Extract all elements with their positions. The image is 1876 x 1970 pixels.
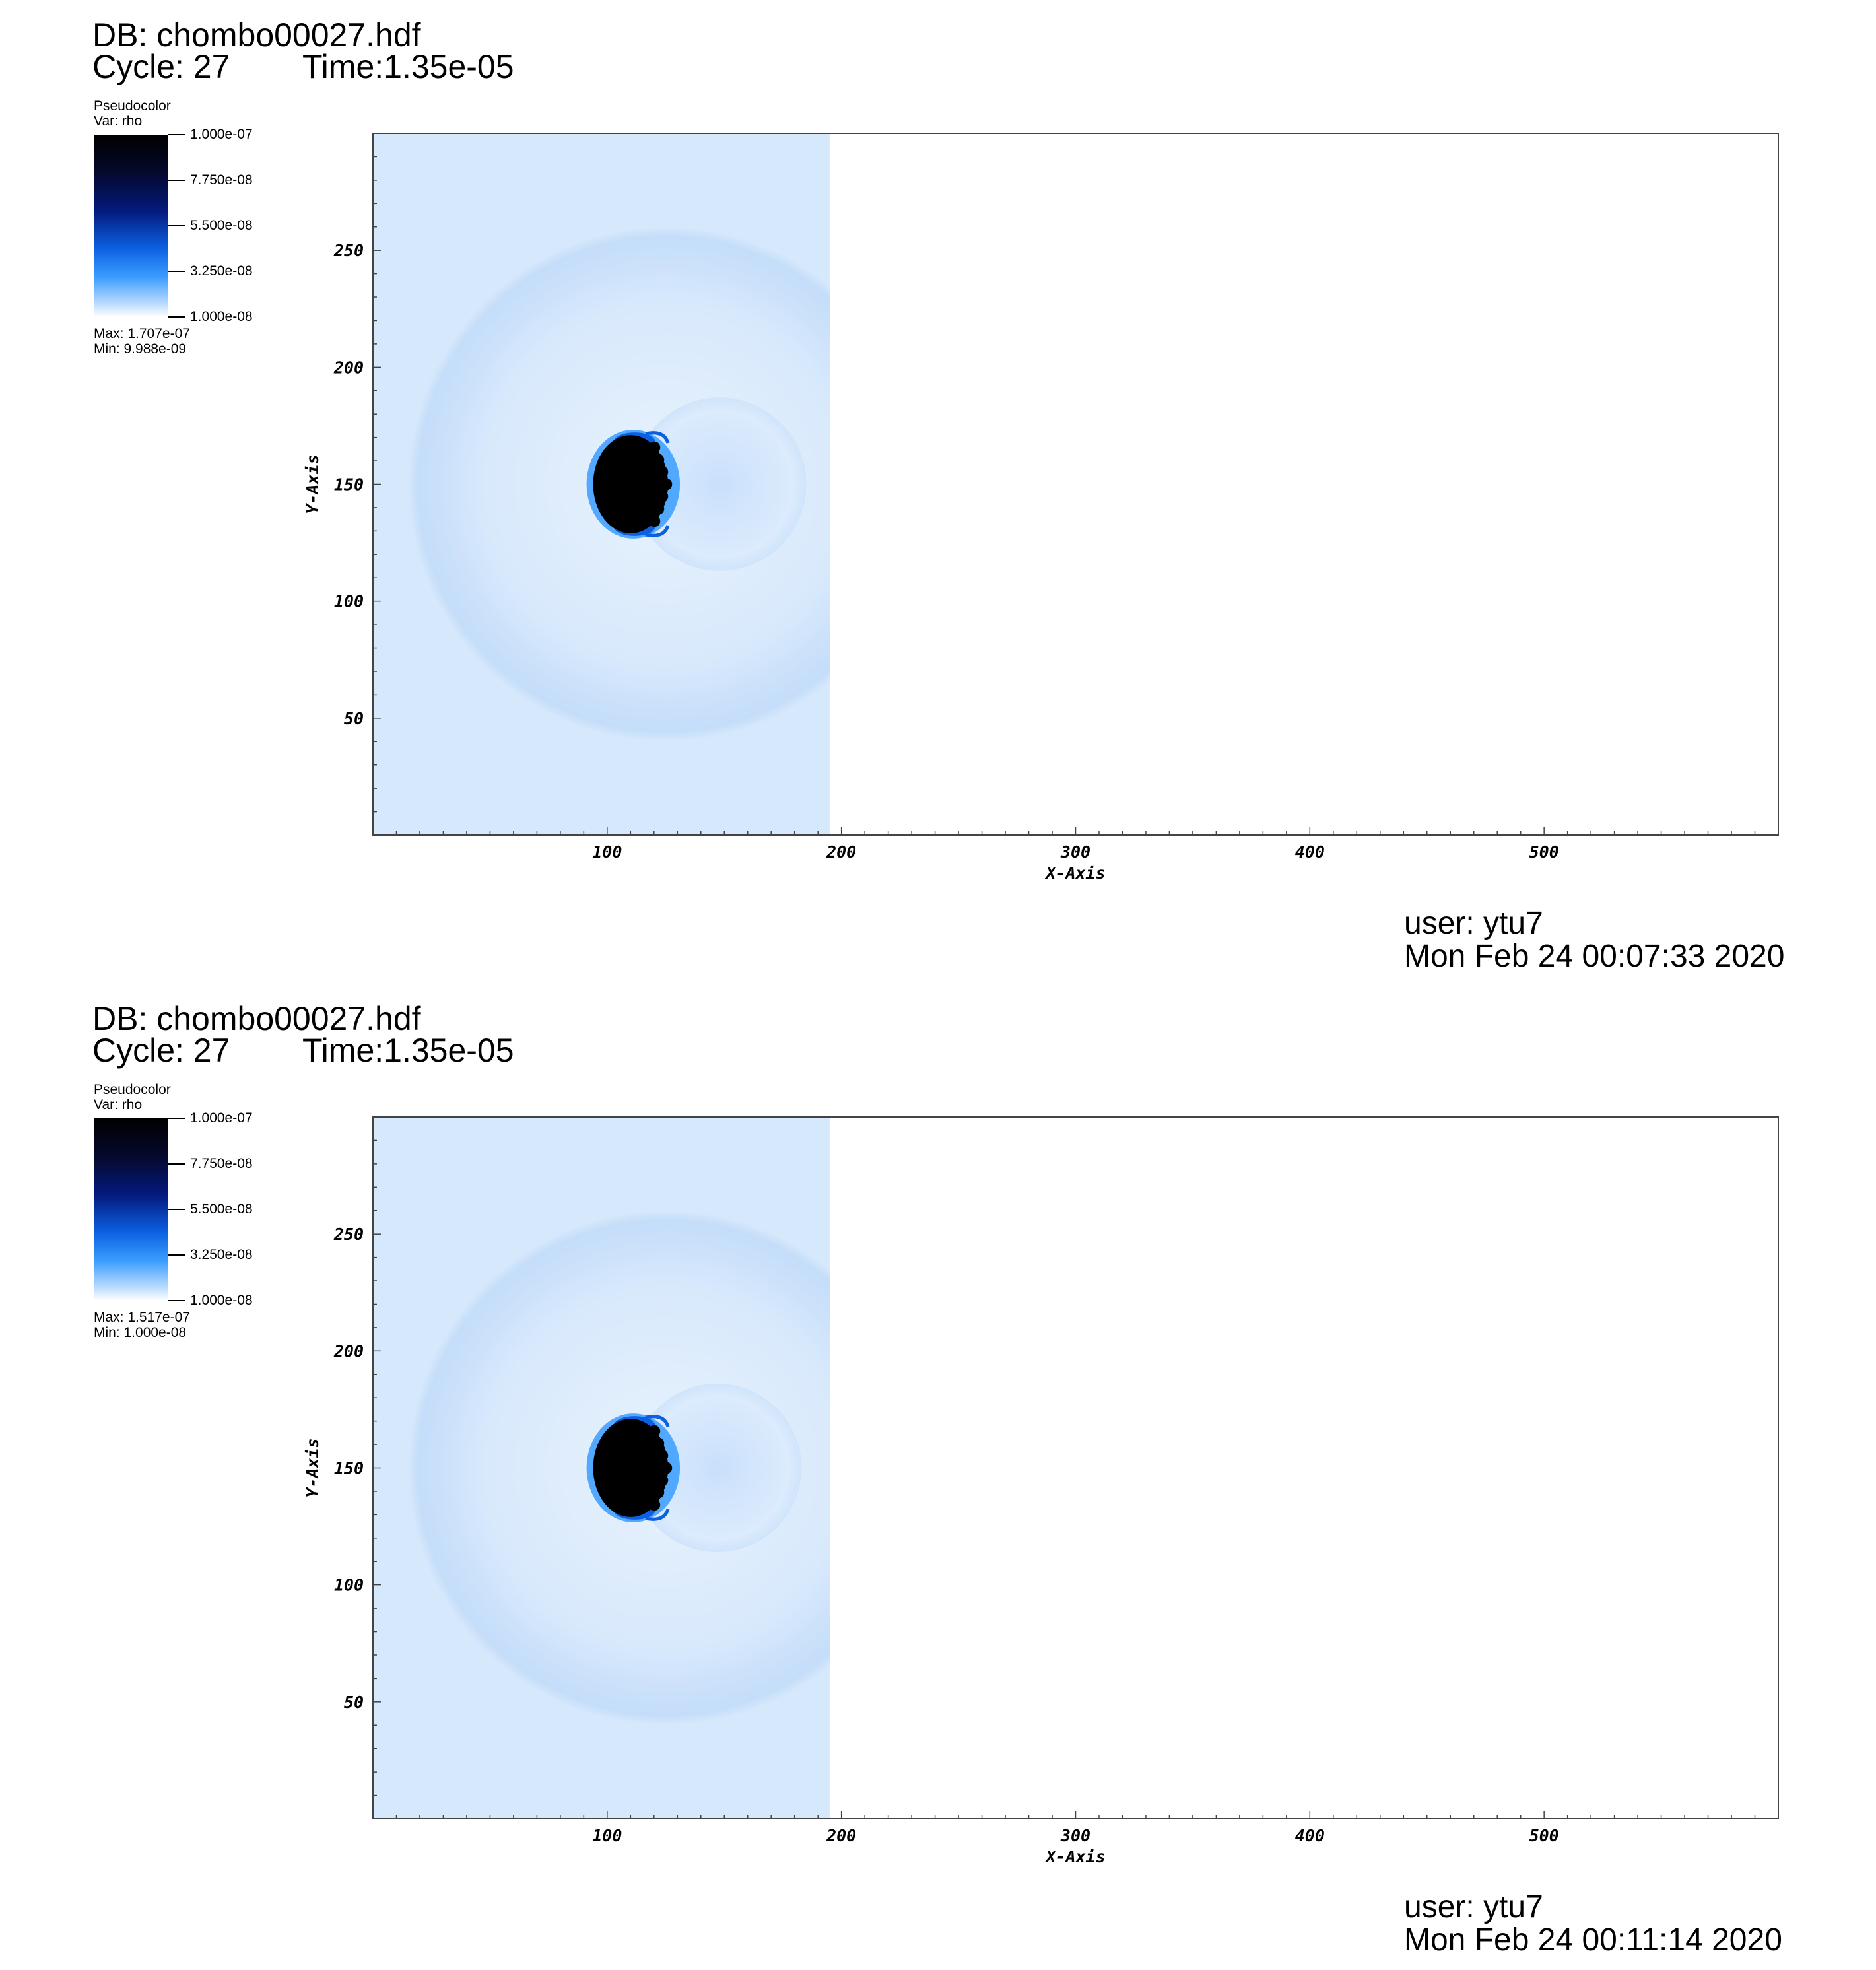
x-tick-label: 200 — [826, 842, 856, 862]
core-finger — [648, 1425, 661, 1437]
legend-max: Max: 1.707e-07 — [94, 326, 190, 341]
x-tick-label: 100 — [592, 1826, 622, 1845]
core-curl-top — [645, 1415, 670, 1427]
y-axis-title: Y-Axis — [303, 1438, 322, 1497]
cycle-label: Cycle: 27 — [92, 48, 230, 85]
x-tick-label: 300 — [1060, 1826, 1090, 1845]
y-tick-label: 250 — [333, 241, 364, 260]
x-tick-label: 300 — [1060, 842, 1090, 862]
core-finger — [656, 491, 669, 503]
x-axis-title: X-Axis — [1044, 1847, 1105, 1866]
legend-min: Min: 9.988e-09 — [94, 341, 187, 357]
x-tick-label: 400 — [1295, 842, 1325, 862]
colorbar-tick — [168, 1163, 185, 1165]
heatmap-plot: 100 200 300 400 500 50 100 150 200 250 X-Axis Y-Axi… — [303, 133, 1779, 883]
legend-min: Min: 1.000e-08 — [94, 1325, 187, 1340]
colorbar-tick-label: 1.000e-07 — [190, 127, 253, 142]
colorbar-tick-label: 1.000e-07 — [190, 1110, 253, 1126]
legend-max: Max: 1.517e-07 — [94, 1310, 190, 1325]
colorbar-tick — [168, 1254, 185, 1256]
time-label: Time:1.35e-05 — [302, 48, 514, 85]
x-tick-label: 500 — [1529, 842, 1559, 862]
colorbar-tick — [168, 271, 185, 272]
colorbar-tick-label: 5.500e-08 — [190, 1202, 253, 1217]
core-curl-bottom — [645, 1509, 670, 1521]
secondary-shell — [632, 397, 807, 571]
colorbar-tick-label: 1.000e-08 — [190, 309, 253, 324]
legend-variable: Var: rho — [94, 1097, 143, 1112]
density-field — [373, 133, 830, 835]
y-tick-label: 200 — [333, 358, 364, 377]
core-finger — [648, 1499, 661, 1511]
colorbar-tick-label: 5.500e-08 — [190, 218, 253, 233]
x-tick-label: 400 — [1295, 1826, 1325, 1845]
y-tick-label: 100 — [334, 592, 364, 611]
core-finger — [652, 1486, 665, 1499]
colorbar-tick-label: 7.750e-08 — [190, 1156, 253, 1171]
x-tick-label: 100 — [592, 842, 622, 862]
legend-title: Pseudocolor — [94, 1082, 171, 1097]
colorbar-tick-label: 3.250e-08 — [190, 1247, 253, 1262]
colorbar-tick-label: 1.000e-08 — [190, 1293, 253, 1308]
user-label: user: ytu7 — [1404, 1889, 1543, 1924]
colorbar-tick — [168, 1118, 185, 1119]
y-tick-label: 50 — [344, 1693, 364, 1712]
dense-core — [593, 1419, 669, 1517]
secondary-shell — [632, 1383, 802, 1553]
colorbar-tick — [168, 180, 185, 181]
colorbar-tick — [168, 134, 185, 135]
core-finger — [648, 515, 661, 527]
colorbar — [94, 135, 168, 317]
plot-window-1: DB: chombo00027.hdf Cycle: 27 Time:1.35e… — [0, 0, 1876, 984]
colorbar-tick-label: 7.750e-08 — [190, 172, 253, 187]
core-curl-bottom — [645, 525, 670, 537]
database-label: DB: chombo00027.hdf — [92, 1000, 421, 1037]
colorbar-tick — [168, 225, 185, 226]
core-finger — [652, 502, 665, 515]
core-finger — [652, 454, 665, 466]
colorbar-tick — [168, 1300, 185, 1301]
core-finger — [660, 1462, 673, 1474]
y-tick-label: 150 — [334, 475, 364, 494]
user-label: user: ytu7 — [1404, 906, 1543, 941]
core-curl-top — [645, 431, 670, 444]
y-tick-label: 150 — [334, 1459, 364, 1478]
database-label: DB: chombo00027.hdf — [92, 17, 421, 53]
core-finger — [656, 1474, 669, 1487]
core-finger — [656, 465, 669, 478]
y-tick-label: 250 — [333, 1225, 364, 1244]
colorbar — [94, 1118, 168, 1301]
time-label: Time:1.35e-05 — [302, 1032, 514, 1069]
dense-core — [593, 435, 669, 533]
core-finger — [648, 441, 661, 454]
x-tick-label: 500 — [1529, 1826, 1559, 1845]
x-axis-title: X-Axis — [1044, 864, 1105, 883]
legend-title: Pseudocolor — [94, 98, 171, 114]
date-label: Mon Feb 24 00:11:14 2020 — [1404, 1922, 1782, 1957]
date-label: Mon Feb 24 00:07:33 2020 — [1404, 939, 1785, 974]
plot-window-2: DB: chombo00027.hdf Cycle: 27 Time:1.35e… — [0, 984, 1876, 1967]
density-field — [373, 1117, 830, 1819]
core-finger — [660, 478, 673, 491]
y-tick-label: 50 — [344, 709, 364, 728]
y-tick-label: 100 — [334, 1576, 364, 1595]
x-tick-label: 200 — [826, 1826, 856, 1845]
cycle-label: Cycle: 27 — [92, 1032, 230, 1069]
colorbar-tick-label: 3.250e-08 — [190, 263, 253, 279]
core-finger — [652, 1437, 665, 1450]
legend-variable: Var: rho — [94, 114, 143, 129]
heatmap-plot: 100 200 300 400 500 50 100 150 200 250 X-Axis Y-Axi… — [303, 1116, 1779, 1866]
colorbar-tick — [168, 316, 185, 318]
colorbar-tick — [168, 1209, 185, 1210]
y-tick-label: 200 — [333, 1342, 364, 1361]
core-finger — [656, 1449, 669, 1462]
y-axis-title: Y-Axis — [303, 454, 322, 514]
